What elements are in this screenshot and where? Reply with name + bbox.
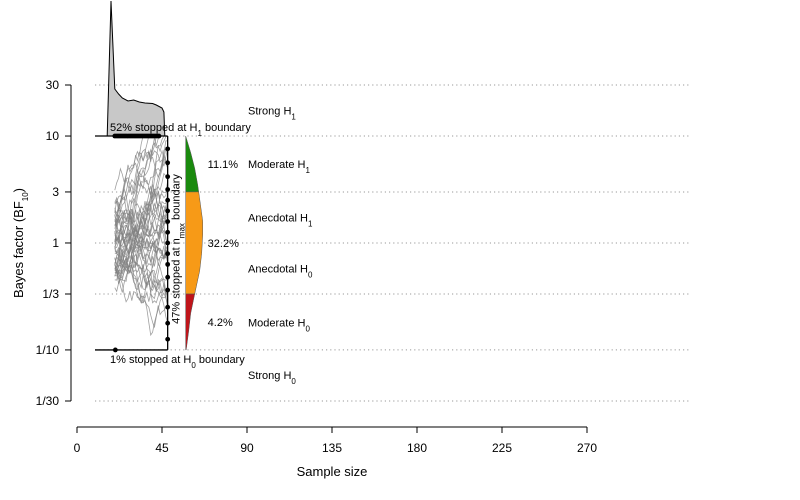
evidence-label: Moderate H0	[248, 318, 310, 334]
h1-stop-point	[156, 133, 162, 139]
nmax-percent-label: 4.2%	[208, 317, 233, 329]
nmax-stop-point	[165, 160, 171, 166]
nmax-stop-point	[165, 187, 171, 192]
bf-trajectory	[114, 270, 169, 328]
nmax-stop-point	[165, 146, 171, 152]
x-tick-label: 225	[492, 441, 512, 455]
bf-trajectory	[114, 243, 168, 284]
nmax-density-segment	[185, 293, 196, 351]
bf-trajectory	[114, 239, 169, 280]
evidence-label: Strong H1	[248, 106, 296, 122]
nmax-stop-point	[165, 251, 171, 257]
bf-trajectory	[114, 135, 150, 205]
nmax-stop-point	[165, 240, 171, 246]
bf-trajectory	[114, 162, 169, 212]
bf-trajectory	[114, 204, 169, 257]
h0-stop-annotation: 1% stopped at H0 boundary	[110, 354, 245, 370]
nmax-percent-label: 11.1%	[208, 159, 239, 171]
stopping-boundaries	[95, 133, 171, 353]
y-tick-label: 1/3	[42, 287, 59, 301]
x-axis-title: Sample size	[297, 464, 368, 479]
bf-trajectory	[114, 172, 169, 266]
nmax-density-segment	[185, 135, 199, 193]
y-tick-label: 1/30	[36, 394, 60, 408]
nmax-stop-point	[165, 336, 171, 342]
nmax-density-segment	[185, 191, 203, 295]
bf-trajectory	[114, 149, 169, 243]
nmax-percent-label: 32.2%	[208, 238, 239, 250]
nmax-stop-point	[165, 304, 171, 310]
x-tick-label: 90	[240, 441, 254, 455]
evidence-label: Anecdotal H1	[248, 213, 313, 229]
bf-trajectory	[114, 184, 169, 233]
h1-density-area	[106, 0, 166, 137]
bf-trajectory	[114, 257, 168, 289]
nmax-density: 11.1% 32.2% 4.2%	[185, 135, 239, 351]
bf-trajectory	[114, 148, 169, 217]
y-axis-title: Bayes factor (BF10)	[11, 188, 30, 298]
evidence-label: Strong H0	[248, 370, 296, 386]
bf-trajectory	[114, 245, 169, 291]
y-tick-label: 1/10	[36, 343, 60, 357]
bf-trajectory	[114, 201, 169, 247]
bf-trajectories	[114, 135, 169, 337]
x-tick-label: 0	[74, 441, 81, 455]
y-tick-label: 30	[46, 78, 60, 92]
bf-trajectory	[114, 238, 169, 302]
annotations: 52% stopped at H1 boundary 1% stopped at …	[110, 122, 251, 369]
bf-trajectory	[114, 135, 161, 250]
bf-trajectory	[114, 185, 169, 227]
grid-lines	[95, 84, 690, 402]
h1-stop-annotation: 52% stopped at H1 boundary	[110, 122, 251, 138]
bf-trajectory	[114, 255, 169, 300]
x-tick-label: 135	[322, 441, 342, 455]
y-tick-label: 10	[46, 129, 60, 143]
nmax-stop-point	[165, 208, 171, 214]
y-tick-label: 1	[52, 236, 59, 250]
evidence-label: Moderate H1	[248, 159, 310, 175]
nmax-stop-point	[165, 274, 171, 280]
y-tick-label: 3	[52, 185, 59, 199]
nmax-stop-point	[165, 197, 171, 203]
x-tick-label: 180	[407, 441, 427, 455]
x-tick-label: 270	[577, 441, 597, 455]
nmax-stop-point	[165, 320, 171, 326]
nmax-stop-point	[165, 219, 171, 224]
x-axis: 0 45 90 135 180 225 270 Sample size	[74, 426, 597, 479]
bf-trajectory	[114, 207, 169, 259]
nmax-stop-annotation: 47% stopped at nmax boundary	[171, 174, 187, 324]
evidence-label: Anecdotal H0	[248, 263, 313, 279]
h0-stop-point	[112, 347, 118, 353]
bf-trajectory	[114, 135, 144, 243]
nmax-stop-point	[165, 261, 171, 267]
bf-trajectory	[114, 135, 165, 273]
nmax-stop-point	[165, 174, 171, 180]
h1-stop-density	[106, 0, 166, 137]
bf-trajectory	[114, 219, 169, 294]
nmax-stop-point	[165, 229, 171, 235]
bf-trajectory	[114, 208, 168, 245]
y-axis: 30 10 3 1 1/3 1/10 1/30 Bayes factor (BF10)	[11, 78, 72, 408]
nmax-stop-point	[165, 287, 171, 293]
evidence-labels: Strong H1 Moderate H1 Anecdotal H1 Anecdota…	[248, 106, 313, 386]
x-tick-label: 45	[155, 441, 169, 455]
